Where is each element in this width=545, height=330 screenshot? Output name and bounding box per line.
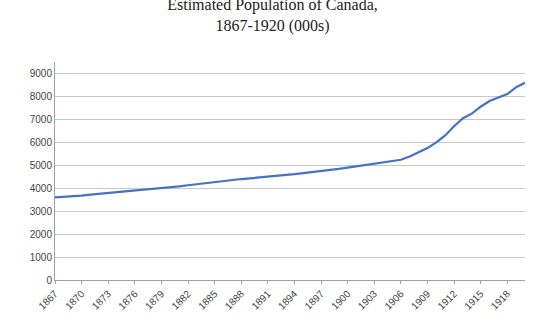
svg-text:1912: 1912 [435,288,459,312]
svg-text:1867: 1867 [36,288,60,312]
svg-text:1900: 1900 [329,288,353,312]
svg-text:1906: 1906 [382,288,406,312]
svg-text:8000: 8000 [30,91,53,102]
svg-text:1873: 1873 [90,288,114,312]
svg-text:1915: 1915 [462,288,486,312]
svg-text:4000: 4000 [30,183,53,194]
svg-text:Estimated Population of Canada: Estimated Population of Canada,1867-1920… [167,0,378,35]
svg-text:9000: 9000 [30,68,53,79]
svg-text:1909: 1909 [409,288,433,312]
svg-text:1885: 1885 [196,288,220,312]
svg-text:1891: 1891 [249,288,273,312]
svg-text:6000: 6000 [30,137,53,148]
svg-text:0: 0 [46,275,52,286]
svg-text:1000: 1000 [30,252,53,263]
svg-text:1882: 1882 [169,288,193,312]
svg-text:1894: 1894 [276,288,300,312]
svg-text:5000: 5000 [30,160,53,171]
svg-text:2000: 2000 [30,229,53,240]
svg-text:3000: 3000 [30,206,53,217]
svg-text:1903: 1903 [356,288,380,312]
svg-text:1879: 1879 [143,288,167,312]
svg-text:7000: 7000 [30,114,53,125]
svg-text:1897: 1897 [302,288,326,312]
svg-text:1876: 1876 [116,288,140,312]
svg-text:1888: 1888 [223,288,247,312]
svg-text:1870: 1870 [63,288,87,312]
svg-text:1918: 1918 [489,288,513,312]
